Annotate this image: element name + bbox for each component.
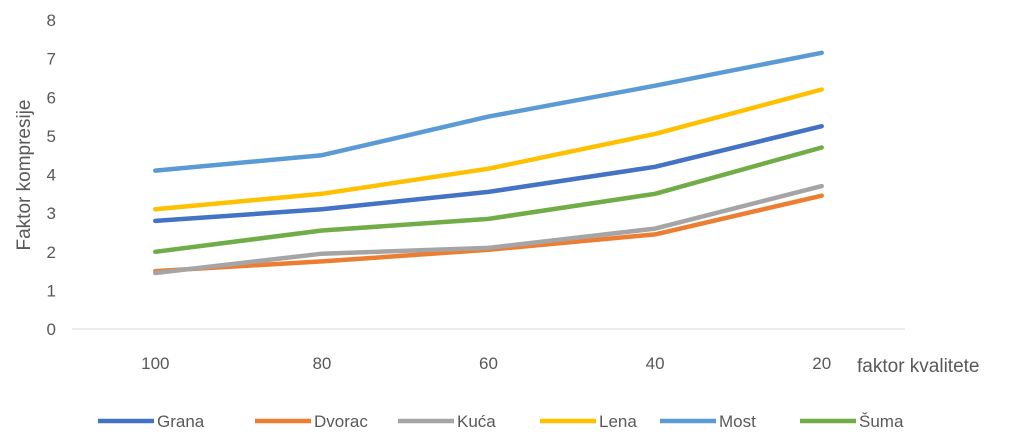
legend-label: Kuća [457, 412, 496, 431]
y-tick-label: 1 [47, 281, 56, 300]
y-tick-label: 4 [47, 166, 56, 185]
legend-label: Grana [157, 412, 205, 431]
y-tick-label: 8 [47, 11, 56, 30]
y-axis-title: Faktor kompresije [14, 100, 35, 251]
y-tick-label: 2 [47, 243, 56, 262]
series-line-šuma [153, 145, 824, 255]
legend-label: Most [719, 412, 756, 431]
legend-label: Šuma [859, 412, 904, 431]
series-line-grana [153, 123, 824, 224]
legend-label: Lena [599, 412, 637, 431]
x-tick-label: 40 [646, 354, 665, 373]
y-tick-label: 3 [47, 204, 56, 223]
legend-label: Dvorac [314, 412, 368, 431]
series-line-most [153, 50, 824, 173]
series-line-lena [153, 87, 824, 212]
y-tick-label: 5 [47, 127, 56, 146]
x-tick-label: 20 [812, 354, 831, 373]
y-tick-label: 0 [47, 320, 56, 339]
series-line-kuća [153, 183, 824, 276]
x-tick-label: 80 [312, 354, 331, 373]
y-tick-label: 6 [47, 88, 56, 107]
x-tick-label: 60 [479, 354, 498, 373]
x-axis-title: faktor kvalitete [857, 356, 980, 377]
y-tick-label: 7 [47, 50, 56, 69]
x-tick-label: 100 [141, 354, 169, 373]
